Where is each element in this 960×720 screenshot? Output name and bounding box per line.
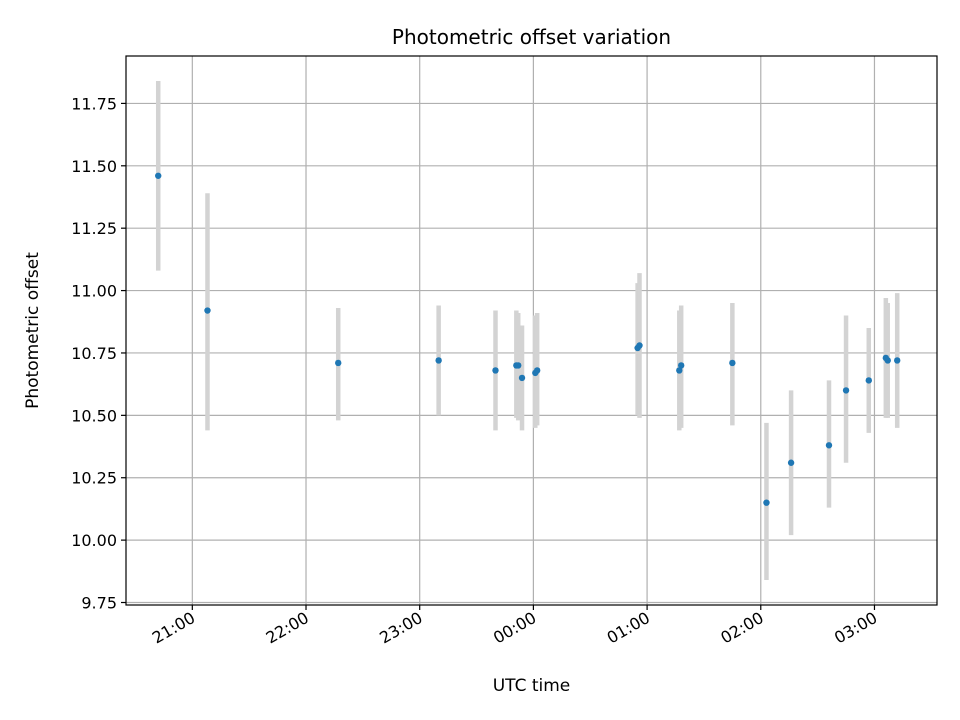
data-points [155, 172, 901, 506]
data-point [825, 442, 833, 449]
y-tick-label: 11.50 [71, 157, 117, 176]
data-point [435, 357, 442, 364]
data-point [729, 359, 736, 367]
y-tick-label: 10.75 [71, 344, 117, 363]
data-point [763, 499, 770, 506]
data-point [155, 172, 162, 179]
grid-lines [126, 56, 937, 605]
data-point [787, 459, 795, 466]
y-tick-label: 10.25 [71, 469, 117, 488]
data-point [842, 387, 850, 394]
data-point [677, 362, 685, 369]
y-axis-title: Photometric offset [23, 252, 43, 409]
data-point [518, 374, 526, 382]
y-tick-label: 11.00 [71, 282, 117, 301]
y-tick-label: 11.25 [71, 219, 117, 238]
y-tick-label: 10.50 [71, 406, 117, 425]
data-point [894, 357, 901, 364]
y-axis-ticks: 9.75 10.00 10.25 10.50 10.75 11.00 11.25 11.50 1… [71, 94, 126, 613]
y-tick-label: 11.75 [71, 94, 117, 113]
data-point [865, 377, 872, 384]
data-point [204, 307, 211, 314]
chart-title: Photometric offset variation [392, 25, 671, 49]
data-point [676, 367, 683, 374]
data-point [492, 367, 499, 374]
y-tick-label: 10.00 [71, 531, 117, 550]
plot-frame [125, 55, 938, 606]
y-tick-label: 9.75 [81, 594, 117, 613]
data-point [884, 357, 891, 364]
data-point [515, 362, 522, 369]
data-point [636, 342, 643, 349]
x-axis-title: UTC time [493, 676, 571, 696]
data-point [533, 367, 541, 374]
data-point [335, 359, 342, 367]
